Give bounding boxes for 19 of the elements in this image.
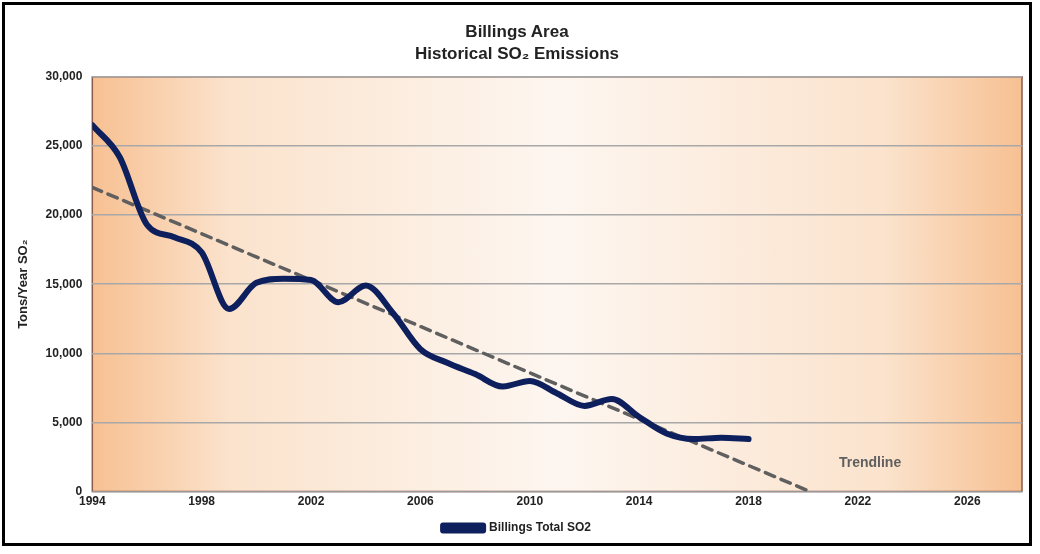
x-tick-label: 2018: [735, 494, 763, 509]
x-tick-label: 2006: [407, 494, 435, 509]
y-tick-label: 15,000: [45, 276, 83, 291]
chart-title: Billings Area: [465, 21, 570, 41]
annotation: Trendline: [838, 454, 902, 471]
x-tick-label: 2014: [625, 494, 653, 509]
y-tick-label: 25,000: [45, 138, 83, 153]
x-tick-label: 2026: [953, 494, 981, 509]
y-tick-label: 10,000: [45, 345, 83, 360]
x-tick-label: 2002: [297, 494, 325, 509]
legend-label: Billings Total SO2: [489, 520, 592, 535]
y-tick-label: 20,000: [45, 207, 83, 222]
y-axis-title: Tons/Year SO₂: [15, 239, 31, 329]
x-tick-label: 2010: [516, 494, 544, 509]
chart-subtitle: Historical SO₂ Emissions: [414, 44, 620, 64]
x-tick-label: 1998: [188, 494, 216, 509]
y-tick-label: 5,000: [52, 414, 83, 429]
y-tick-label: 30,000: [45, 69, 83, 84]
x-tick-label: 2022: [844, 494, 872, 509]
